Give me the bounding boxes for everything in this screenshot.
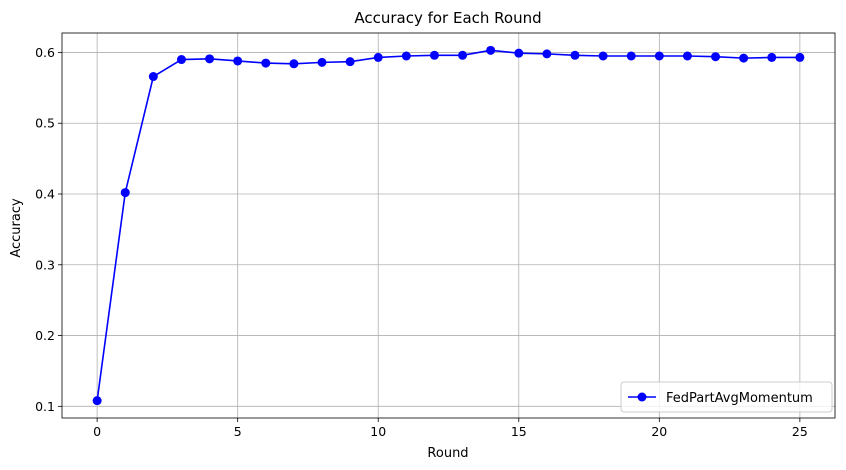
series-layer xyxy=(92,45,805,406)
data-point xyxy=(261,58,271,68)
data-point xyxy=(205,54,215,64)
y-tick-label: 0.6 xyxy=(35,45,55,60)
plot-frame xyxy=(61,32,836,419)
y-tick-label: 0.2 xyxy=(35,328,55,343)
data-point xyxy=(711,52,721,62)
data-point xyxy=(739,53,749,63)
data-point xyxy=(120,188,130,198)
series-line xyxy=(96,49,800,401)
tick-labels: 0 5 10 15 20 25 0.1 0.2 0.3 0.4 0.5 0.6 xyxy=(35,45,808,439)
data-point xyxy=(598,51,608,61)
x-tick-label: 10 xyxy=(370,424,386,439)
data-point xyxy=(148,72,158,82)
data-point xyxy=(626,51,636,61)
x-tick-label: 25 xyxy=(792,424,808,439)
data-point xyxy=(429,50,439,60)
data-point xyxy=(176,55,186,65)
legend-marker-sample xyxy=(637,392,647,402)
data-point xyxy=(542,49,552,59)
data-point xyxy=(486,45,496,55)
x-tick-label: 5 xyxy=(234,424,242,439)
x-tick-label: 15 xyxy=(511,424,527,439)
data-point xyxy=(514,48,524,58)
data-point xyxy=(233,56,243,66)
data-point xyxy=(682,51,692,61)
plot-axes xyxy=(58,32,836,422)
data-point xyxy=(317,57,327,67)
x-axis-label: Round xyxy=(427,446,468,461)
data-point xyxy=(92,396,102,406)
y-tick-label: 0.1 xyxy=(35,399,55,414)
legend-box xyxy=(620,381,833,413)
legend: FedPartAvgMomentum xyxy=(620,381,833,413)
data-point xyxy=(795,52,805,62)
data-point xyxy=(401,51,411,61)
y-tick-label: 0.3 xyxy=(35,257,55,272)
data-point xyxy=(458,50,468,60)
legend-entry-label: FedPartAvgMomentum xyxy=(666,391,813,406)
chart-title: Accuracy for Each Round xyxy=(354,9,541,27)
y-tick-label: 0.5 xyxy=(35,116,55,131)
data-point xyxy=(289,59,299,69)
data-point xyxy=(373,52,383,62)
x-tick-label: 20 xyxy=(651,424,667,439)
data-point xyxy=(654,51,664,61)
data-point xyxy=(767,52,777,62)
data-point xyxy=(345,57,355,67)
y-axis-label: Accuracy xyxy=(9,198,24,258)
x-tick-label: 0 xyxy=(93,424,101,439)
data-point xyxy=(570,50,580,60)
y-tick-label: 0.4 xyxy=(35,187,55,202)
